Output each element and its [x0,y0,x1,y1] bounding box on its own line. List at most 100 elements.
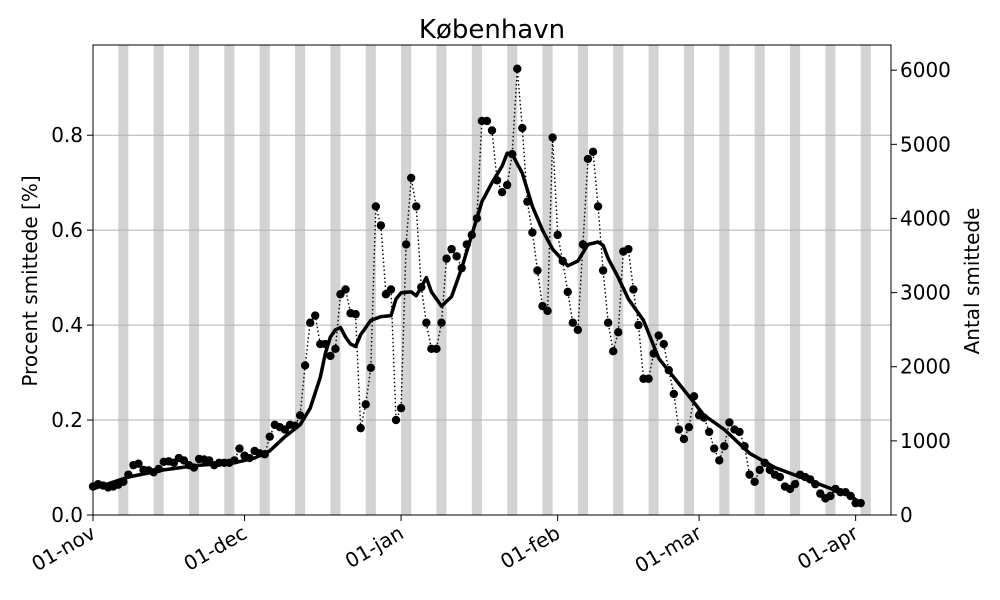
weekend-band [401,45,412,515]
daily-point [684,422,694,432]
daily-point [351,309,360,319]
weekend-band [330,45,341,515]
y-tick-label-right: 6000 [900,58,951,82]
daily-point [513,64,522,73]
y-tick-label-left: 0.0 [51,503,83,527]
daily-point [371,202,381,211]
daily-point [452,252,461,261]
left-axis: 0.0 0.2 0.4 0.6 0.8 [51,123,93,527]
daily-point [406,173,416,183]
daily-point [396,403,406,413]
daily-point [401,240,411,249]
daily-point [699,413,709,422]
daily-point [417,282,426,292]
daily-point [447,244,456,254]
daily-point [376,221,386,230]
daily-point [422,318,431,327]
daily-point [563,287,572,297]
daily-point [260,450,269,459]
daily-point [119,477,128,486]
daily-point [588,147,598,157]
daily-point [366,363,375,373]
weekend-band [118,45,129,515]
daily-point [654,331,663,340]
daily-point [593,202,603,211]
daily-point [720,441,729,451]
weekend-band [683,45,695,515]
weekend-bands [118,45,871,515]
daily-point [740,441,749,451]
daily-point [523,197,532,206]
weekend-band [825,45,836,515]
daily-point [341,285,350,294]
weekend-band [860,45,871,515]
daily-point [230,456,239,465]
daily-point [659,339,668,349]
daily-point [391,415,401,425]
daily-point [760,458,769,467]
daily-point [629,285,638,294]
daily-point [502,180,512,190]
daily-point [437,318,446,327]
daily-point [583,154,593,164]
daily-point [664,366,673,375]
daily-point [528,228,537,237]
daily-point [472,214,482,223]
y-tick-label-left: 0.4 [51,313,83,337]
daily-point [482,116,492,126]
daily-point [412,202,421,211]
y-tick-label-right: 2000 [900,355,951,379]
weekend-band [224,45,235,515]
daily-point [715,456,724,465]
daily-point [432,344,441,354]
daily-point [826,491,835,501]
daily-point [361,400,370,409]
daily-point [457,263,466,273]
daily-point [775,472,785,482]
daily-point [487,126,497,135]
weekend-band [153,45,164,515]
daily-point [750,477,759,486]
weekend-band [471,45,482,515]
daily-point [755,465,764,475]
daily-point [235,444,244,453]
daily-point [467,230,476,240]
plot-frame [92,44,892,516]
y-tick-label-left: 0.8 [51,123,83,147]
daily-point [644,374,653,383]
daily-point [265,432,274,441]
daily-point [331,344,340,354]
weekend-band [542,45,553,515]
daily-point [518,123,527,133]
daily-point [669,389,679,399]
daily-point [189,463,199,472]
daily-point [326,351,335,361]
daily-point [442,254,451,263]
weekend-band [188,45,200,515]
weekend-band [789,45,801,515]
daily-point [553,230,562,240]
daily-point [533,266,542,275]
daily-point [614,328,623,337]
daily-point [689,392,699,401]
daily-point [311,311,320,320]
daily-point [649,349,658,358]
y-tick-label-right: 1000 [900,429,951,453]
weekend-band [507,45,518,515]
y-tick-label-right: 4000 [900,206,951,230]
daily-point [295,411,305,420]
daily-point [710,444,719,453]
weekend-band [436,45,447,515]
weekend-band [365,45,376,515]
daily-point [543,306,552,316]
y-tick-label-right: 5000 [900,132,951,156]
weekend-band [754,45,765,515]
daily-point [356,423,365,433]
weekend-band [295,45,306,515]
daily-point [578,240,588,249]
daily-point [492,176,502,185]
daily-point [634,320,643,330]
daily-series [88,64,865,508]
y-tick-label-right: 3000 [900,281,951,305]
